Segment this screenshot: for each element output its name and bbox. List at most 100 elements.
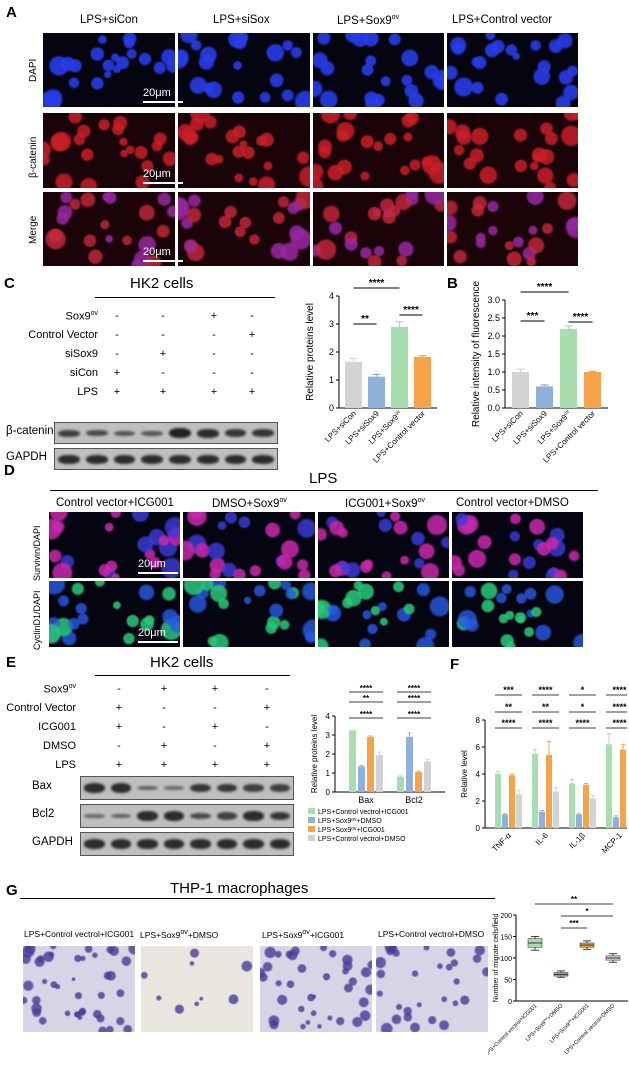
f-chart-bar-1-3 [553,791,559,828]
panel-e-band-1-3 [163,811,184,821]
b-chart-ytick-label-5: 2.5 [487,313,500,323]
panel-letter-c: C [4,275,15,292]
c-chart-bar-2 [391,326,408,408]
panel-g-title-underline [20,898,495,899]
panel-g-col-header-1-suffix: +DMSO [187,929,219,940]
panel-letter-f: F [450,656,460,673]
e-chart-ytick-label-2: 2 [326,750,331,759]
panel-a-image-r0-c1 [178,33,310,107]
panel-a-col-header-1: LPS+siSox [213,14,270,26]
panel-e-band-1-5 [216,812,237,820]
f-chart-cat-label-0: TNF-α [490,831,513,854]
panel-g-col-header-0: LPS+Control vectrol+ICG001 [24,929,134,939]
panel-c-cond-mark-4-3: + [248,386,256,398]
panel-c-cond-mark-3-2: - [212,367,216,379]
panel-c-band-1-2 [113,454,136,464]
e-chart-bar-1-3 [424,761,431,792]
panel-a-image-r0-c2 [313,33,444,107]
panel-e-title-underline [95,675,290,676]
panel-c-band-0-3 [141,430,163,436]
e-chart-ytick-label-3: 3 [326,731,331,740]
f-chart-cat-label-2: IL-1β [568,831,588,851]
panel-e-band-0-7 [269,784,290,792]
e-chart-ytick-label-4: 4 [326,712,331,721]
panel-g-col-header-1: LPS+Sox9ov+DMSO [140,929,218,940]
panel-c-band-0-1 [85,430,108,436]
c-chart-sig-label-1: **** [369,278,385,289]
panel-d-image-r0-c0 [49,512,180,578]
b-chart-bar-1 [536,386,553,408]
panel-e-cond-label-0: Sox9ov [0,683,76,696]
g-chart-cat-label-0: LPS+Control vectrol+ICG001 [488,1003,538,1058]
panel-g-col-header-2-text: LPS+Sox9 [262,929,303,940]
b-chart-ylabel: Relative intensity of fluorescence [471,280,482,427]
panel-e-blot-label-0: Bax [32,780,52,792]
e-chart-legend-label-0: LPS+Control vectrol+ICG001 [318,809,409,816]
panel-c-band-1-4 [169,454,191,464]
e-chart-legend-swatch-0 [308,808,315,814]
e-chart-legend-label-1: LPS+Sox9ov+DMSO [318,817,382,825]
panel-c-cond-label-3-text: siCon [69,367,98,379]
panel-e-band-1-4 [190,812,211,820]
c-chart-bar-1 [368,376,385,408]
panel-a-image-r0-c0 [43,33,175,107]
panel-e-cond-label-4: LPS [0,759,76,771]
panel-e-cond-mark-4-1: + [160,759,168,771]
panel-c-cond-mark-4-2: + [210,386,218,398]
panel-c-cond-mark-0-1: - [161,310,165,322]
panel-c-blot-label-1: GAPDH [6,451,47,463]
panel-c-cond-label-2-text: siSox9 [64,348,98,360]
e-chart-ytick-label-0: 0 [326,788,331,797]
c-chart-ytick-label-4: 4 [329,291,334,301]
panel-e-blot-label-2: GAPDH [32,836,73,848]
panel-g-col-header-1-sup: ov [180,929,188,936]
f-chart-ytick-label-3: 6 [476,743,481,752]
panel-g-col-header-3: LPS+Control vectrol+DMSO [378,929,484,939]
panel-d-row-label-0: Survivin/DAPI [32,525,42,582]
panel-a-col-header-0-text: LPS+siCon [80,14,138,26]
panel-letter-d: D [4,462,15,479]
panel-g-col-header-0-text: LPS+Control vectrol+ICG001 [24,929,135,939]
panel-g-col-header-1-text: LPS+Sox9 [140,929,181,940]
panel-c-title-underline [95,297,275,298]
f-chart-sig-label-3-1: **** [612,702,627,712]
panel-c-band-1-3 [141,454,163,464]
panel-e-cond-mark-2-0: + [115,721,123,733]
panel-c-cond-label-3: siCon [0,367,98,379]
panel-e-band-0-0 [84,783,105,793]
panel-e-band-2-4 [190,839,211,849]
e-chart-sig-label-0-0: **** [360,684,373,693]
panel-e-cond-label-3-text: DMSO [43,740,76,752]
panel-letter-e: E [6,654,17,671]
panel-a-scalebar-2-line [143,260,183,262]
panel-e-cond-mark-2-2: + [211,721,219,733]
panel-d-col-header-3-text: Control vector+DMSO [456,497,569,509]
panel-g-col-header-3-text: LPS+Control vectrol+DMSO [378,929,485,939]
f-chart-bar-1-0 [532,753,538,828]
e-chart-legend-label-2: LPS+Sox9ov+ICG001 [318,826,385,834]
panel-e-band-2-2 [137,839,158,849]
panel-d-col-header-2-text: ICG001+Sox9 [345,497,418,510]
panel-e-cond-mark-2-1: - [162,721,166,733]
panel-e-band-1-6 [243,811,264,821]
panel-e-band-0-5 [216,783,237,793]
panel-c-band-1-6 [224,454,247,464]
panel-d-image-r1-c3 [452,581,583,647]
panel-c-cond-mark-3-3: - [250,367,254,379]
f-chart-sig-label-3-2: **** [612,718,627,728]
g-chart-sig-label-0: ** [571,895,578,904]
panel-e-cond-label-0-sup: ov [68,683,76,690]
panel-d-scalebar-1-line [138,641,178,643]
panel-c-band-0-7 [252,429,274,437]
panel-a-row-label-2: Merge [28,215,39,244]
g-chart-ylabel: Number of migrate cells/field [493,914,500,1003]
e-chart-bar-1-2 [415,772,422,792]
f-chart-sig-label-2-1: * [581,702,585,712]
f-chart-ytick-label-1: 2 [476,797,481,806]
e-chart-sig-label-1-2: **** [408,710,421,719]
panel-d-col-header-1-text: DMSO+Sox9 [212,497,280,510]
panel-c-band-0-6 [224,429,247,437]
panel-e-band-2-6 [243,839,264,849]
c-chart-ylabel: Relative proteins level [305,303,316,401]
panel-d-title-underline [50,490,598,491]
